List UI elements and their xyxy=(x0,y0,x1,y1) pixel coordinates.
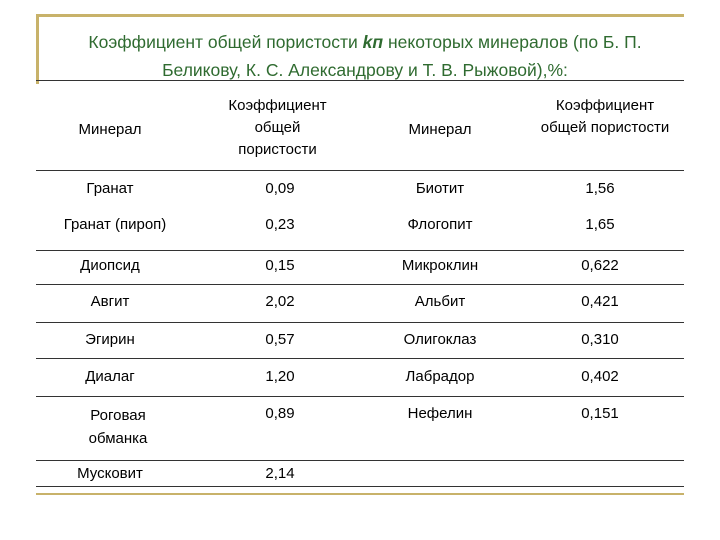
row-rule-3 xyxy=(36,322,684,323)
table-cell: Гранат xyxy=(86,180,134,197)
table-cell: Олигоклаз xyxy=(403,331,477,348)
title-before: Коэффициент общей пористости xyxy=(88,32,363,52)
table-cell: Нефелин xyxy=(407,405,473,422)
table-cell: 0,402 xyxy=(581,368,619,385)
title-after: некоторых минералов (по Б. П. Беликову, … xyxy=(162,32,642,80)
table-cell: 0,622 xyxy=(581,257,619,274)
header-mineral-1: Минерал xyxy=(78,121,142,138)
table-cell: Гранат (пироп) xyxy=(63,216,167,233)
table-cell: Диалаг xyxy=(85,368,135,385)
row-rule-6 xyxy=(36,460,684,461)
page-title: Коэффициент общей пористости kп некоторы… xyxy=(60,28,670,84)
table-cell: 1,20 xyxy=(265,368,295,385)
header-porosity-1: Коэффициент общей пористости xyxy=(228,97,327,158)
table-cell: 1,65 xyxy=(585,216,615,233)
header-porosity-2: Коэффициент общей пористости xyxy=(540,97,670,136)
header-rule xyxy=(36,170,684,171)
table-cell: Диопсид xyxy=(80,257,140,274)
table-cell: Эгирин xyxy=(85,331,135,348)
row-rule-1 xyxy=(36,250,684,251)
table-cell: 2,02 xyxy=(265,293,295,310)
table-cell: 0,89 xyxy=(265,405,295,422)
row-rule-5 xyxy=(36,396,684,397)
table-cell: Лабрадор xyxy=(405,368,475,385)
row-rule-2 xyxy=(36,284,684,285)
table-cell: 0,15 xyxy=(265,257,295,274)
table-cell: Альбит xyxy=(414,293,466,310)
table-cell: Биотит xyxy=(415,180,465,197)
table-cell: 0,421 xyxy=(581,293,619,310)
table-cell: 2,14 xyxy=(265,465,295,482)
table-cell: 0,151 xyxy=(581,405,619,422)
table-cell: Мусковит xyxy=(77,465,143,482)
table-bottom-rule xyxy=(36,486,684,487)
table-cell: 0,310 xyxy=(581,331,619,348)
table-cell: 1,56 xyxy=(585,180,615,197)
table-cell: Авгит xyxy=(90,293,130,310)
table-cell: Флогопит xyxy=(407,216,473,233)
header-mineral-2: Минерал xyxy=(408,121,472,138)
row-rule-4 xyxy=(36,358,684,359)
table-cell: Роговая обманка xyxy=(88,407,148,447)
table-cell: 0,09 xyxy=(265,180,295,197)
table-cell: Микроклин xyxy=(401,257,479,274)
table-bottom-accent xyxy=(36,493,684,495)
accent-bar-top xyxy=(36,14,684,17)
accent-bar-left xyxy=(36,14,39,84)
title-coef: kп xyxy=(362,32,384,52)
table-top-rule xyxy=(36,80,684,81)
table-cell: 0,57 xyxy=(265,331,295,348)
table-cell: 0,23 xyxy=(265,216,295,233)
